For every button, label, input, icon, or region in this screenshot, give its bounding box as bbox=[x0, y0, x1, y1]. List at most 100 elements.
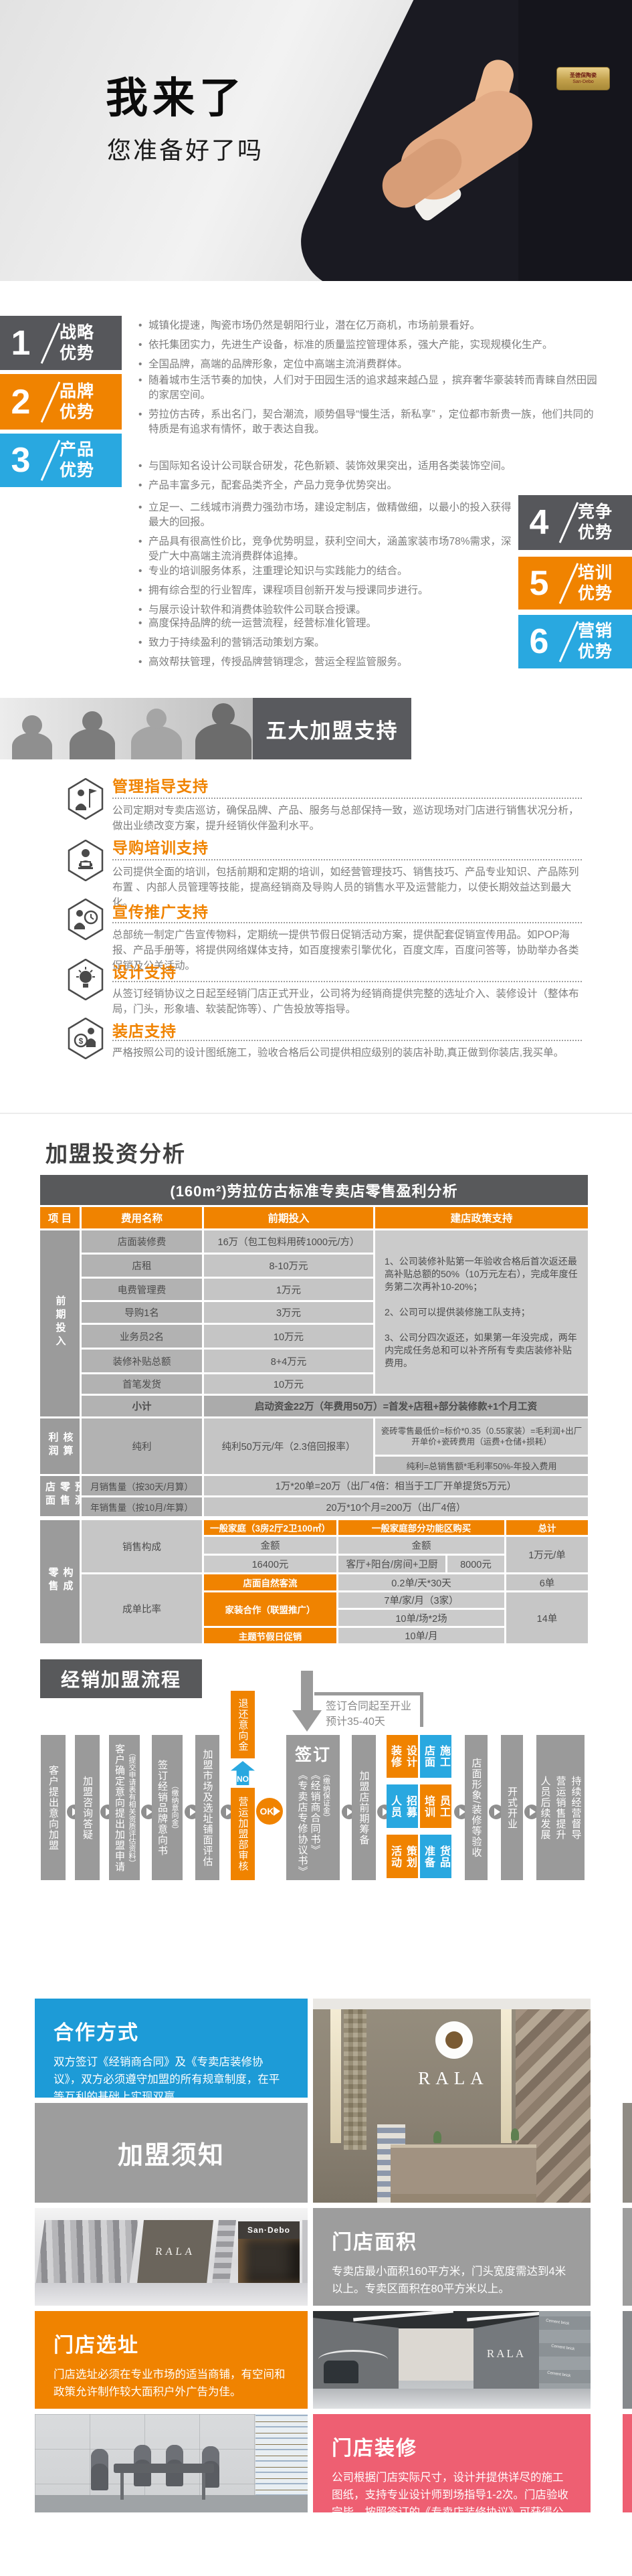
person-silhouette bbox=[12, 715, 52, 759]
photo-mosaic-pillar bbox=[344, 2009, 366, 2150]
cutoff-photo-sliver bbox=[623, 2311, 632, 2409]
table-row: 装修补贴总额 8+4万元 bbox=[39, 1348, 589, 1374]
table-row: 首笔发货 10万元 bbox=[39, 1372, 589, 1396]
bullet: 全国品牌，高端的品牌形象，定位中高端主流消费群体。 bbox=[138, 357, 603, 372]
annotation-arrow-shaft bbox=[301, 1671, 313, 1711]
no-arrow-icon: NO bbox=[231, 1761, 255, 1785]
cooperation-box: 合作方式 双方签订《经销商合同》及《专卖店装修协议》，双方必须遵守加盟的所有规章… bbox=[35, 1999, 308, 2103]
bullet: 立足一、二线城市消费力强劲市场，建设定制店，做精做细，以最小的投入获得最大的回报… bbox=[138, 500, 512, 530]
table-row: 主题节假日促销 10单/月 bbox=[39, 1626, 589, 1645]
flow-step-6-review: 营运加盟部审核 bbox=[231, 1788, 255, 1880]
support-item-title: 宣传推广支持 bbox=[112, 903, 209, 921]
table-row: 零售构成 销售构成 一般家庭（3房2厅2卫100㎡） 一般家庭部分功能区购买 总… bbox=[38, 1518, 590, 1645]
slash-divider bbox=[558, 621, 579, 662]
area-box: 门店面积 专卖店最小面积160平方米，门头宽度需达到4米以上。专卖区面积在80平… bbox=[313, 2208, 591, 2306]
photo-ceiling bbox=[313, 1999, 591, 2009]
section-divider bbox=[0, 1113, 632, 1114]
annotation-bracket-drop bbox=[420, 1692, 423, 1727]
support-item-body: 严格按照公司的设计图纸施工，验收合格后公司提供相应级别的装店补助,真正做到你装店… bbox=[112, 1047, 564, 1059]
grid-block-design: 装修 设计 bbox=[387, 1735, 418, 1778]
annotation-bracket-line bbox=[314, 1692, 423, 1695]
slash-divider bbox=[40, 440, 61, 481]
table-row: 店租 8-10万元 bbox=[39, 1253, 589, 1279]
photo-tile-column bbox=[211, 2220, 237, 2284]
support-item-body: 从签订经销协议之日起至经销门店正式开业，公司将为经销商提供完整的选址介入、装修设… bbox=[112, 988, 579, 1015]
bullet: 随着城市生活节奏的加快，人们对于田园生活的追求越来越凸显 ，摈弃奢华豪装转而青睐… bbox=[138, 373, 600, 403]
badge-brand-en: San-Debo bbox=[572, 79, 594, 84]
profit-analysis-table: (160m²)劳拉仿古标准专卖店零售盈利分析 项 目费用名称 前期投入 建店政策支… bbox=[38, 1173, 590, 1518]
advantage-5-bullets: 专业的培训服务体系，注重理论知识与实践能力的结合。 拥有综合型的行业智库，课程项… bbox=[138, 564, 512, 622]
group-label-retail: 零售构成 bbox=[47, 1567, 74, 1594]
dotted-divider bbox=[112, 981, 582, 982]
bullet: 高效帮扶管理，传授品牌营销理念，营运全程监管服务。 bbox=[138, 655, 512, 670]
cooperation-title: 合作方式 bbox=[54, 2022, 139, 2044]
advantage-block-4: 4 竞争 优势 bbox=[518, 495, 632, 550]
rala-wordmark: RALA bbox=[418, 2068, 489, 2088]
hero-section: 圣德保陶瓷 San-Debo 我来了 您准备好了吗 bbox=[0, 0, 632, 281]
arrow-icon bbox=[524, 1805, 539, 1819]
support-item-body: 公司定期对专卖店巡访，确保品牌、产品、服务与总部保持一致，巡访现场对门店进行销售… bbox=[112, 805, 579, 832]
photo-chair bbox=[91, 2449, 108, 2490]
table-row: 10单/场*2场 bbox=[39, 1608, 589, 1628]
bullet: 致力于持续盈利的营销活动策划方案。 bbox=[138, 636, 512, 650]
advantage-label: 品牌 优势 bbox=[60, 381, 95, 422]
advantage-6-bullets: 高度保持品牌的统一运营流程，经营标准化管理。 致力于持续盈利的营销活动策划方案。… bbox=[138, 616, 512, 674]
grid-block-goods: 准备 货品 bbox=[420, 1835, 451, 1878]
notice-box: 加盟须知 bbox=[35, 2103, 308, 2203]
rala-logo-circle bbox=[435, 2021, 473, 2059]
flow-step-7-contract: 签订 《专卖店专修协议书》 《经销商合同书》 （缴纳保证金） bbox=[286, 1735, 340, 1880]
advantage-number: 6 bbox=[529, 622, 549, 661]
ok-arrow-icon: OK bbox=[256, 1798, 283, 1825]
slash-divider bbox=[40, 381, 61, 423]
dining-photo bbox=[35, 2414, 308, 2512]
group-label-profit: 利润核算 bbox=[47, 1431, 74, 1459]
table-row: 导购1名 3万元 bbox=[39, 1300, 589, 1325]
coin-icon: $ bbox=[68, 1018, 104, 1059]
table-row: 电费管理费 1万元 bbox=[39, 1277, 589, 1302]
photo-light-column bbox=[330, 2009, 341, 2143]
cutoff-box-sliver bbox=[623, 2208, 632, 2306]
flow-banner: 经销加盟流程 bbox=[40, 1659, 202, 1698]
bullet: 与国际知名设计公司联合研发，花色新颖、装饰效果突出，适用各类装饰空间。 bbox=[138, 459, 600, 474]
grid-block-training: 培训 员工 bbox=[420, 1784, 451, 1828]
hero-subtitle: 您准备好了吗 bbox=[107, 136, 264, 164]
decoration-box: 门店装修 公司根据门店实际尺寸，设计并提供详尽的施工图纸，支持专业设计师到场指导… bbox=[313, 2414, 591, 2536]
flow-step-4: 签订经销品牌意向书 （缴纳意向金） bbox=[152, 1735, 183, 1880]
advantage-label: 培训 优势 bbox=[578, 563, 613, 603]
reception-photo: RALA bbox=[313, 1999, 591, 2203]
area-body: 专卖店最小面积160平方米，门头宽度需达到4米以上。专卖区面积在80平方米以上。 bbox=[332, 2266, 566, 2295]
grid-block-recruit: 人员 招募 bbox=[387, 1784, 418, 1828]
flow-step-8: 加盟店前期筹备 bbox=[352, 1735, 376, 1880]
support-banner: 五大加盟支持 bbox=[253, 698, 411, 759]
profit-note-row: 纯利=总销售额*毛利率50%-年投入费用 bbox=[39, 1455, 590, 1476]
bullet: 城镇化提速，陶瓷市场仍然是朝阳行业，潜在亿万商机，市场前景看好。 bbox=[138, 318, 603, 333]
bullet: 产品丰富多元，配套品类齐全，产品力竞争优势突出。 bbox=[138, 478, 600, 493]
sandebo-sign: San·Debo bbox=[238, 2221, 300, 2239]
dotted-divider bbox=[112, 1040, 582, 1041]
table-row: 16400元 客厅+阳台/房间+卫厨 8000元 bbox=[39, 1554, 589, 1574]
bulb-icon bbox=[68, 959, 104, 1000]
photo-tile-column bbox=[302, 2220, 308, 2284]
forecast-row: 年销售量（按10月/年算） 20万*10个月=200万（出厂4倍） bbox=[39, 1495, 590, 1518]
advantage-block-5: 5 培训 优势 bbox=[518, 557, 632, 610]
support-item-title: 装店支持 bbox=[112, 1022, 177, 1040]
advantage-2-bullets: 随着城市生活节奏的加快，人们对于田园生活的追求越来越凸显 ，摈弃奢华豪装转而青睐… bbox=[138, 373, 600, 442]
table-row: 前期投入 店面装修费 16万（包工包料用砖1000元/方） 1、公司装修补贴第一… bbox=[38, 1228, 590, 1418]
decoration-body: 公司根据门店实际尺寸，设计并提供详尽的施工图纸，支持专业设计师到场指导1-2次。… bbox=[332, 2472, 568, 2536]
table-row: 成单比率 店面自然客流 0.2单/天*30天 6单 bbox=[39, 1572, 590, 1645]
rala-wordmark: RALA bbox=[154, 2246, 196, 2258]
person-training-icon bbox=[68, 840, 104, 881]
investment-table-area: (160m²)劳拉仿古标准专卖店零售盈利分析 项 目费用名称 前期投入 建店政策支… bbox=[38, 1173, 590, 1645]
support-item-title: 管理指导支持 bbox=[112, 777, 209, 795]
advantage-block-3: 3 产品 优势 bbox=[0, 434, 122, 487]
dotted-divider bbox=[112, 798, 582, 799]
grid-block-construction: 店面 施工 bbox=[420, 1735, 451, 1778]
advantage-number: 4 bbox=[529, 503, 549, 542]
annotation-arrow-head bbox=[292, 1710, 322, 1732]
location-body: 门店选址必须在专业市场的适当商铺，有空间和政策允许制作较大面积户外广告为佳。 bbox=[54, 2369, 286, 2398]
corridor-photo: RALA Cement brick Cement brick Cement br… bbox=[313, 2311, 591, 2409]
advantage-block-1: 1 战略 优势 bbox=[0, 316, 122, 370]
support-item-title: 设计支持 bbox=[112, 963, 177, 981]
advantage-label: 营销 优势 bbox=[578, 622, 613, 661]
plant-icon bbox=[433, 2131, 441, 2143]
